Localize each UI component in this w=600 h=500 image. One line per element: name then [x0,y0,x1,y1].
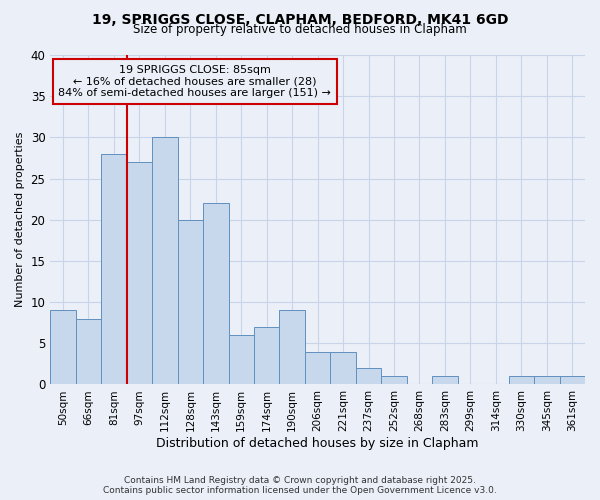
Bar [127,162,152,384]
Bar [560,376,585,384]
Bar [76,318,101,384]
Bar [254,327,280,384]
Bar [203,204,229,384]
Bar [331,352,356,384]
Bar [432,376,458,384]
Bar [509,376,534,384]
Bar [280,310,305,384]
Text: 19 SPRIGGS CLOSE: 85sqm
← 16% of detached houses are smaller (28)
84% of semi-de: 19 SPRIGGS CLOSE: 85sqm ← 16% of detache… [58,65,331,98]
Bar [101,154,127,384]
Text: Size of property relative to detached houses in Clapham: Size of property relative to detached ho… [133,22,467,36]
Bar [50,310,76,384]
Bar [382,376,407,384]
Text: 19, SPRIGGS CLOSE, CLAPHAM, BEDFORD, MK41 6GD: 19, SPRIGGS CLOSE, CLAPHAM, BEDFORD, MK4… [92,12,508,26]
Bar [178,220,203,384]
Bar [229,335,254,384]
Bar [534,376,560,384]
Bar [305,352,331,384]
Bar [152,138,178,384]
X-axis label: Distribution of detached houses by size in Clapham: Distribution of detached houses by size … [157,437,479,450]
Text: Contains HM Land Registry data © Crown copyright and database right 2025.
Contai: Contains HM Land Registry data © Crown c… [103,476,497,495]
Y-axis label: Number of detached properties: Number of detached properties [15,132,25,308]
Bar [356,368,382,384]
